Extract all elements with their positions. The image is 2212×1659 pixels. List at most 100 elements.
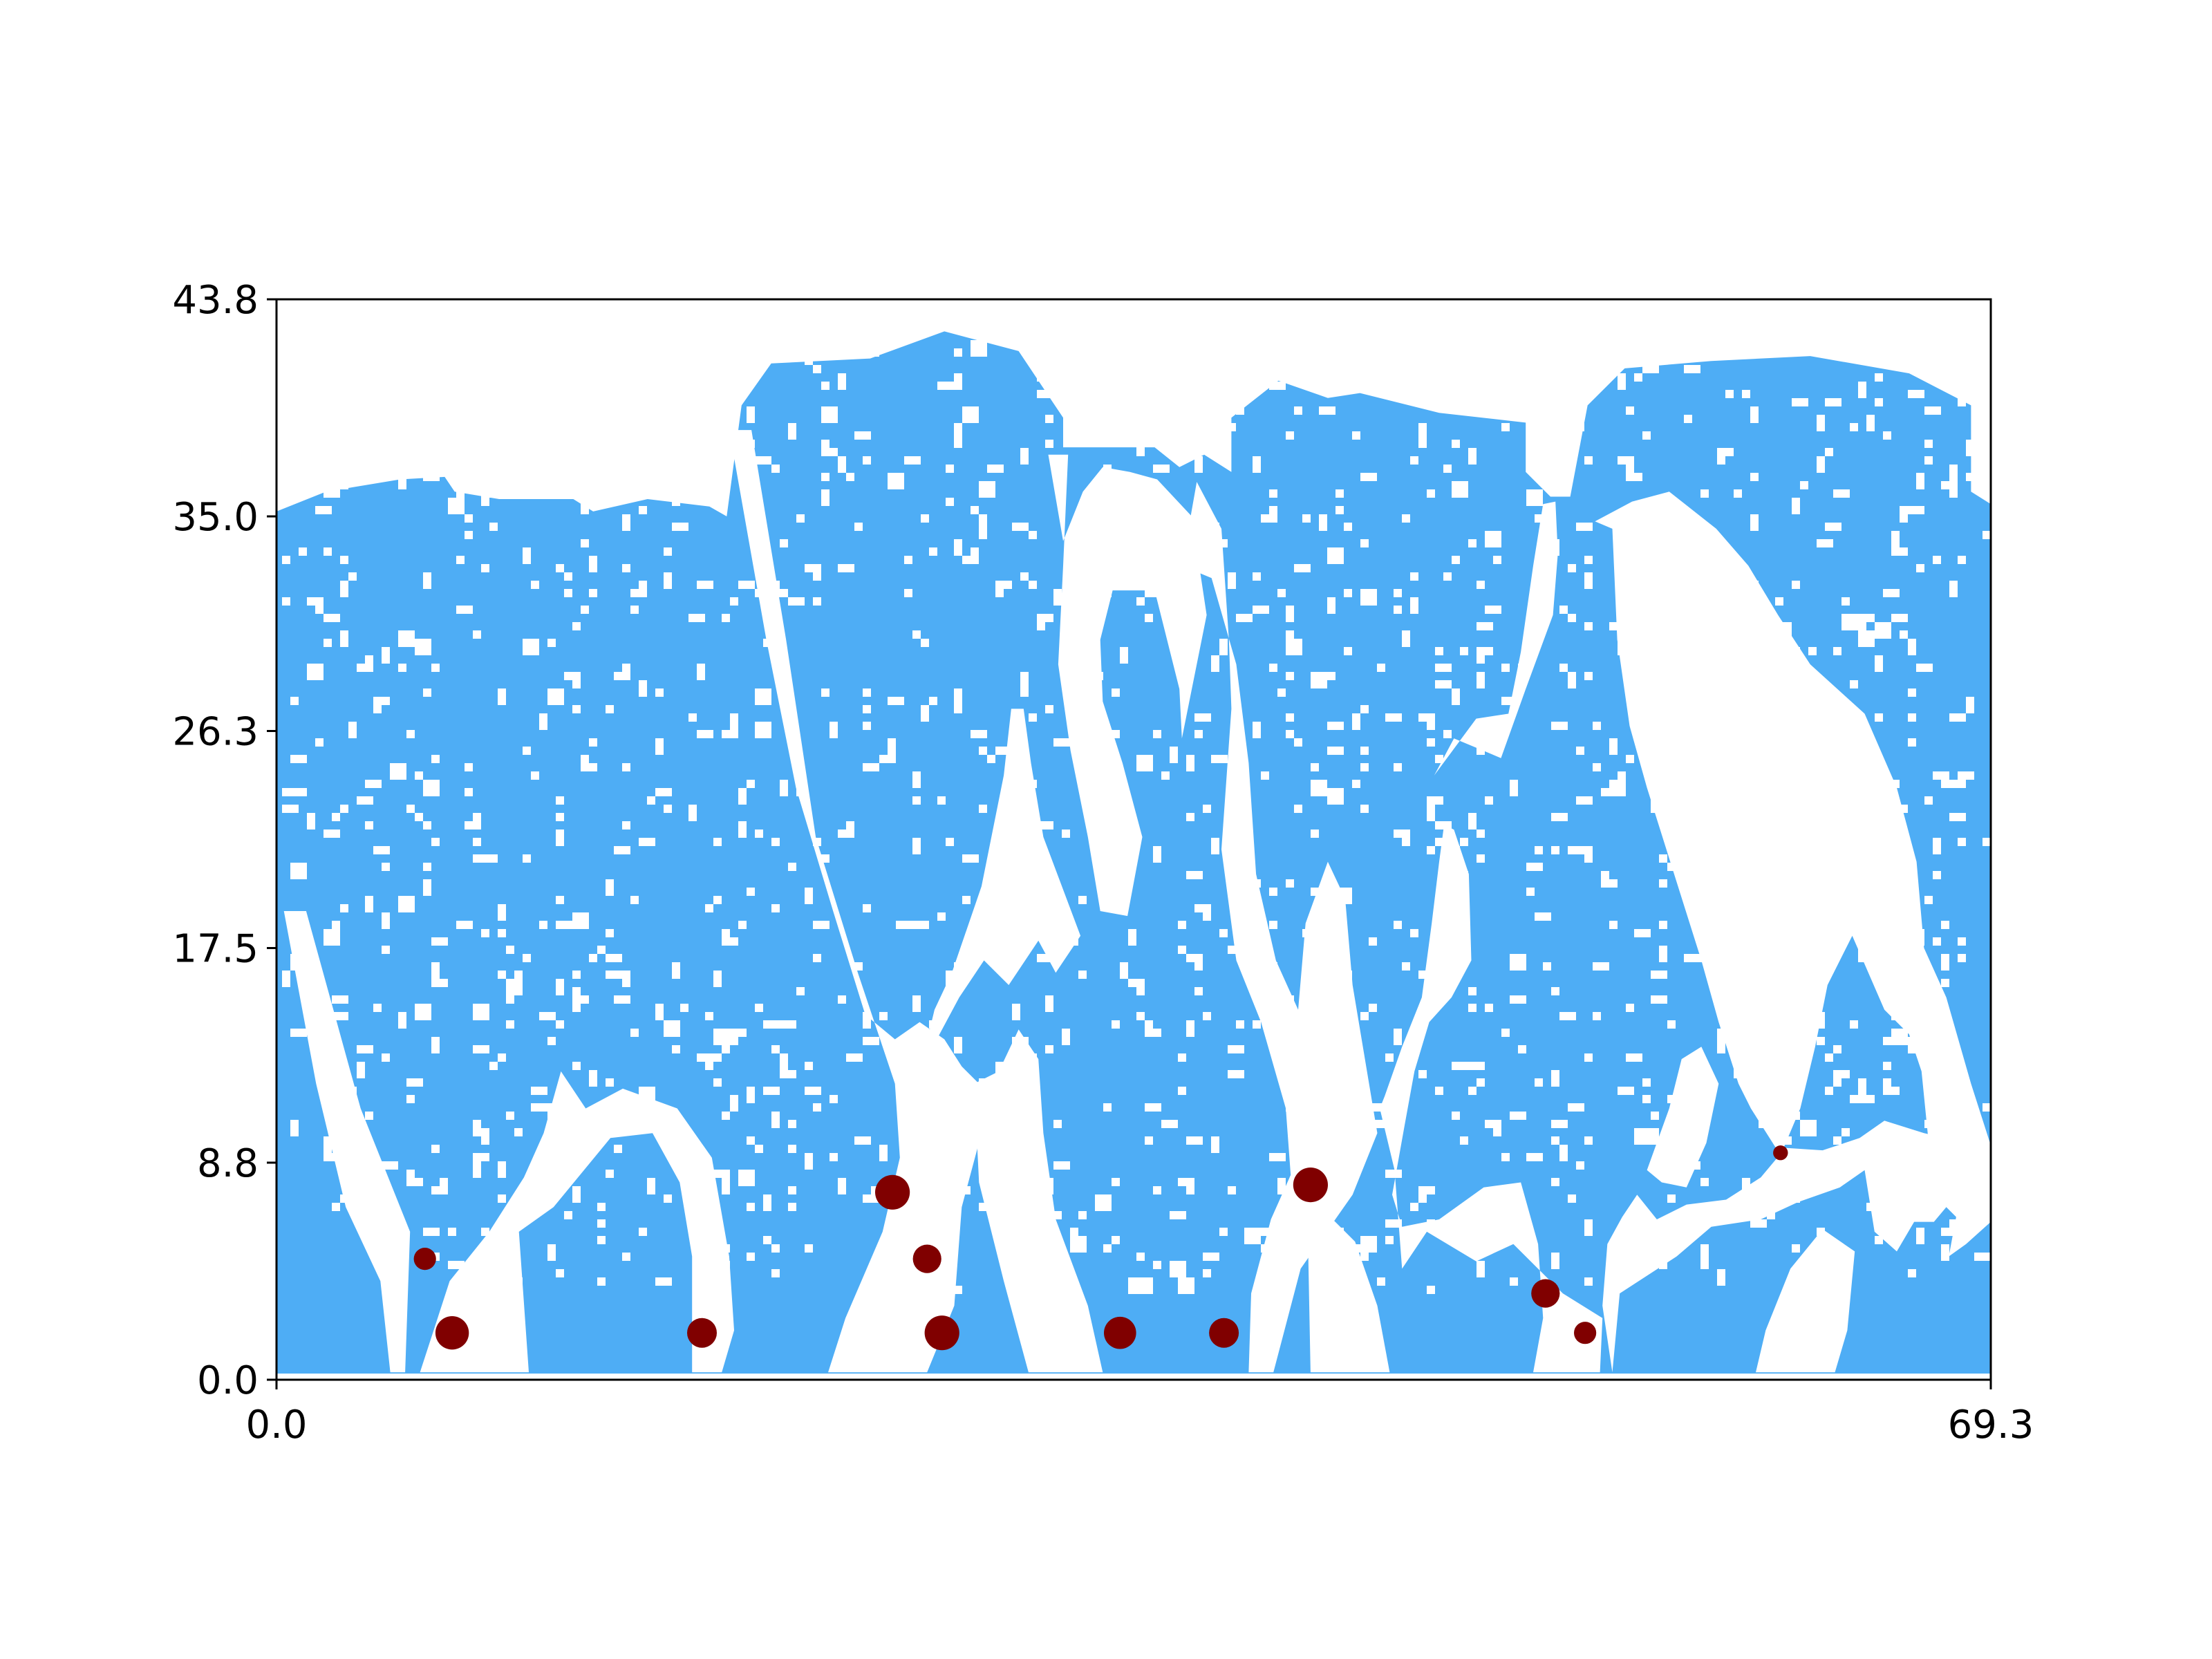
speckle [348, 722, 357, 738]
speckle [307, 440, 315, 448]
speckle [946, 838, 954, 846]
speckle [1526, 1153, 1543, 1161]
speckle [995, 581, 1012, 589]
speckle [1659, 879, 1667, 888]
speckle [796, 987, 805, 995]
speckle [1551, 846, 1559, 854]
speckle [1211, 755, 1228, 763]
speckle [1593, 763, 1601, 771]
speckle [1269, 962, 1277, 971]
speckle [879, 1145, 888, 1161]
speckle [1335, 1228, 1344, 1236]
speckle [506, 946, 514, 954]
speckle [1452, 481, 1468, 498]
speckle [1078, 705, 1087, 713]
speckle [622, 1253, 630, 1261]
speckle [1153, 465, 1170, 473]
speckle [448, 1261, 465, 1269]
speckle [1344, 971, 1352, 987]
speckle [1535, 365, 1543, 373]
speckle [473, 630, 481, 639]
speckle [1377, 1277, 1385, 1286]
speckle [1435, 680, 1452, 688]
speckle [1891, 547, 1908, 556]
speckle [1244, 863, 1253, 871]
speckle [1402, 514, 1410, 523]
speckle [1369, 1103, 1385, 1112]
speckle [1908, 863, 1916, 871]
speckle [1203, 1012, 1211, 1020]
speckle [332, 921, 340, 929]
speckle [614, 357, 622, 365]
speckle [1418, 971, 1427, 979]
speckle [1029, 531, 1037, 539]
speckle [1153, 1186, 1161, 1194]
speckle [1253, 879, 1261, 888]
speckle [1253, 929, 1261, 946]
speckle [1510, 697, 1518, 705]
speckle [1692, 755, 1700, 763]
speckle [382, 440, 390, 448]
speckle [1087, 622, 1095, 630]
speckle [1883, 1078, 1891, 1087]
speckle [1385, 1170, 1402, 1178]
speckle [1418, 1070, 1427, 1078]
speckle [1825, 821, 1833, 830]
speckle [755, 830, 763, 838]
speckle [1286, 1078, 1294, 1087]
speckle [581, 539, 589, 547]
speckle [1551, 1178, 1559, 1186]
speckle [921, 1053, 929, 1062]
speckle [1219, 639, 1228, 655]
speckle [390, 1161, 398, 1170]
speckle [912, 838, 921, 854]
speckle [564, 1211, 572, 1219]
speckle [1717, 1269, 1725, 1286]
speckle [1194, 871, 1203, 879]
speckle [282, 971, 290, 987]
speckle [1684, 614, 1692, 622]
speckle [481, 489, 498, 498]
speckle [465, 514, 473, 523]
speckle [1626, 523, 1634, 531]
speckle [738, 1170, 755, 1186]
speckle [1983, 531, 1991, 539]
speckle [1410, 606, 1418, 614]
speckle [1286, 672, 1294, 680]
speckle [1103, 1103, 1112, 1112]
speckle [1145, 581, 1161, 597]
speckle [962, 406, 979, 423]
speckle [1924, 1194, 1933, 1211]
speckle [1095, 1203, 1112, 1211]
speckle [1103, 465, 1112, 473]
speckle [995, 589, 1004, 597]
speckle [1170, 390, 1178, 398]
speckle [1062, 1029, 1070, 1045]
speckle [1045, 1178, 1053, 1194]
speckle [1477, 622, 1493, 630]
speckle [1576, 796, 1593, 805]
speckle [1543, 539, 1551, 556]
speckle [1742, 713, 1750, 722]
speckle [1087, 572, 1095, 589]
speckle [1186, 423, 1194, 431]
speckle [1327, 747, 1344, 755]
region-gap [276, 1374, 1991, 1380]
speckle [357, 796, 373, 805]
speckle [1651, 796, 1659, 813]
speckle [1360, 1253, 1369, 1261]
speckle [655, 788, 672, 796]
speckle [1651, 1112, 1659, 1120]
speckle [365, 821, 373, 830]
speckle [1452, 962, 1460, 971]
speckle [324, 481, 332, 498]
speckle [390, 763, 406, 771]
speckle [1468, 539, 1477, 547]
speckle [1485, 796, 1493, 805]
speckle [747, 406, 755, 423]
speckle [1253, 722, 1261, 738]
speckle [1958, 780, 1966, 788]
speckle [1112, 1236, 1120, 1244]
speckle [1642, 730, 1659, 747]
speckle [498, 1161, 506, 1170]
